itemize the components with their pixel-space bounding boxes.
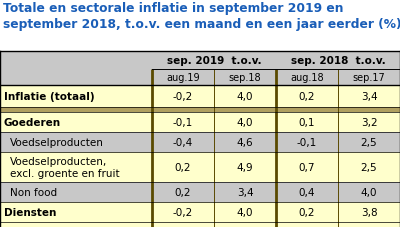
Text: 4,0: 4,0: [361, 187, 377, 197]
Bar: [276, 202, 400, 222]
Bar: [276, 52, 400, 70]
Text: Totale en sectorale inflatie in september 2019 en
september 2018, t.o.v. een maa: Totale en sectorale inflatie in septembe…: [3, 2, 400, 30]
Bar: [152, 86, 276, 108]
Bar: [0, 0, 400, 52]
Bar: [152, 70, 276, 86]
Text: 3,4: 3,4: [237, 187, 253, 197]
Bar: [276, 113, 400, 132]
Bar: [276, 86, 400, 108]
Bar: [0, 86, 152, 108]
Text: -0,2: -0,2: [173, 92, 193, 101]
Bar: [152, 52, 276, 70]
Text: -0,1: -0,1: [297, 137, 317, 147]
Text: 4,0: 4,0: [237, 207, 253, 217]
Text: -0,1: -0,1: [173, 118, 193, 127]
Text: -0,2: -0,2: [173, 207, 193, 217]
Text: 4,0: 4,0: [237, 118, 253, 127]
Text: sep. 2018  t.o.v.: sep. 2018 t.o.v.: [291, 56, 385, 66]
Text: 4,6: 4,6: [237, 137, 253, 147]
Text: 0,1: 0,1: [299, 118, 315, 127]
Text: Inflatie (totaal): Inflatie (totaal): [4, 92, 95, 101]
Text: 0,7: 0,7: [299, 162, 315, 172]
Text: Voedselproducten: Voedselproducten: [10, 137, 104, 147]
Bar: [152, 202, 276, 222]
Bar: [152, 222, 276, 227]
Text: 2,5: 2,5: [361, 137, 377, 147]
Bar: [0, 182, 152, 202]
Bar: [276, 222, 400, 227]
Text: 4,0: 4,0: [237, 92, 253, 101]
Bar: [0, 70, 152, 86]
Text: 3,2: 3,2: [361, 118, 377, 127]
Bar: [276, 152, 400, 182]
Text: aug.19: aug.19: [166, 73, 200, 83]
Text: 0,2: 0,2: [175, 187, 191, 197]
Text: 0,2: 0,2: [299, 207, 315, 217]
Bar: [276, 182, 400, 202]
Bar: [152, 182, 276, 202]
Bar: [276, 70, 400, 86]
Text: sep.17: sep.17: [353, 73, 385, 83]
Bar: [0, 152, 152, 182]
Text: 0,2: 0,2: [175, 162, 191, 172]
Text: 0,2: 0,2: [299, 92, 315, 101]
Bar: [152, 152, 276, 182]
Text: 3,8: 3,8: [361, 207, 377, 217]
Bar: [152, 132, 276, 152]
Bar: [276, 108, 400, 113]
Bar: [0, 52, 152, 70]
Text: 2,5: 2,5: [361, 162, 377, 172]
Bar: [0, 132, 152, 152]
Bar: [0, 202, 152, 222]
Text: 4,9: 4,9: [237, 162, 253, 172]
Text: Non food: Non food: [10, 187, 57, 197]
Text: aug.18: aug.18: [290, 73, 324, 83]
Text: 3,4: 3,4: [361, 92, 377, 101]
Bar: [0, 113, 152, 132]
Text: Voedselproducten,
excl. groente en fruit: Voedselproducten, excl. groente en fruit: [10, 156, 120, 178]
Bar: [152, 108, 276, 113]
Bar: [0, 222, 152, 227]
Text: -0,4: -0,4: [173, 137, 193, 147]
Text: Diensten: Diensten: [4, 207, 56, 217]
Bar: [0, 108, 152, 113]
Text: Goederen: Goederen: [4, 118, 61, 127]
Text: sep.18: sep.18: [229, 73, 261, 83]
Bar: [276, 132, 400, 152]
Bar: [152, 113, 276, 132]
Text: 0,4: 0,4: [299, 187, 315, 197]
Text: sep. 2019  t.o.v.: sep. 2019 t.o.v.: [167, 56, 261, 66]
